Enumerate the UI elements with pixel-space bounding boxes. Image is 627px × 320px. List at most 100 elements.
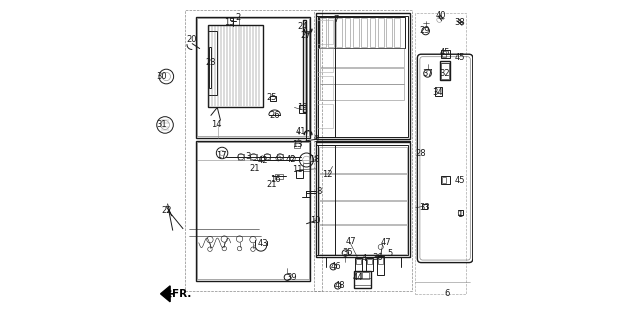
Text: 29: 29	[419, 26, 430, 35]
Text: 4: 4	[362, 254, 367, 263]
Text: 48: 48	[334, 281, 345, 290]
Text: 20: 20	[187, 35, 197, 44]
Text: 46: 46	[330, 262, 341, 271]
Text: 38: 38	[455, 18, 465, 27]
Text: 27: 27	[300, 31, 311, 40]
Bar	[377, 256, 384, 275]
Bar	[441, 63, 448, 79]
Bar	[317, 48, 334, 72]
Bar	[270, 96, 276, 101]
Text: 2: 2	[235, 13, 240, 22]
Bar	[378, 257, 383, 264]
Text: 8: 8	[317, 188, 322, 196]
Bar	[300, 105, 306, 113]
Bar	[366, 258, 374, 271]
Bar	[314, 10, 413, 291]
Polygon shape	[161, 286, 170, 302]
Bar	[319, 17, 405, 48]
Text: 9: 9	[314, 135, 319, 144]
Bar	[297, 170, 303, 178]
Bar	[345, 18, 350, 47]
Bar	[320, 68, 404, 84]
Text: 26: 26	[270, 111, 280, 120]
Text: 36: 36	[372, 253, 382, 262]
Bar	[355, 258, 362, 271]
Bar	[422, 204, 427, 209]
Text: 24: 24	[297, 22, 308, 31]
Bar	[295, 143, 300, 148]
Text: 17: 17	[216, 151, 227, 160]
Text: 30: 30	[157, 72, 167, 81]
Bar	[316, 13, 410, 139]
Text: 45: 45	[455, 176, 465, 185]
Text: 43: 43	[258, 239, 268, 248]
Text: 33: 33	[419, 203, 429, 212]
Bar	[318, 145, 408, 255]
Bar	[317, 20, 334, 44]
Bar	[196, 17, 310, 138]
Bar	[303, 163, 310, 171]
Text: 15: 15	[224, 18, 235, 27]
Bar	[317, 104, 334, 128]
Bar	[442, 177, 446, 183]
Bar	[319, 174, 407, 200]
Bar	[316, 142, 410, 257]
Text: 45: 45	[455, 53, 465, 62]
Text: 21: 21	[267, 180, 277, 189]
Text: 34: 34	[433, 88, 443, 97]
Bar	[458, 210, 463, 215]
Bar	[264, 154, 270, 160]
Bar	[208, 25, 263, 108]
Bar	[441, 176, 450, 184]
Text: 42: 42	[258, 156, 268, 165]
Bar	[316, 145, 335, 255]
Bar	[394, 18, 400, 47]
Bar	[328, 18, 334, 47]
Bar	[337, 18, 342, 47]
Bar	[353, 18, 359, 47]
Bar	[209, 47, 211, 88]
Bar	[250, 154, 257, 160]
Text: 40: 40	[436, 12, 446, 20]
Text: 6: 6	[445, 289, 450, 298]
Text: 35: 35	[342, 248, 353, 257]
Bar	[238, 154, 244, 160]
Text: 5: 5	[387, 250, 393, 259]
Text: 47: 47	[345, 237, 356, 246]
Bar	[441, 50, 450, 58]
Text: 31: 31	[156, 120, 167, 129]
Bar	[354, 278, 371, 285]
Bar	[355, 272, 361, 278]
Text: 23: 23	[205, 58, 216, 67]
Bar	[208, 31, 217, 95]
Text: 32: 32	[440, 69, 450, 78]
Bar	[275, 174, 283, 179]
Text: 11: 11	[292, 165, 303, 174]
Text: 18: 18	[309, 155, 319, 164]
Bar	[367, 260, 372, 264]
Text: 45: 45	[440, 48, 450, 57]
Bar	[198, 142, 308, 279]
Text: 13: 13	[292, 140, 302, 148]
Bar	[198, 18, 308, 136]
Bar	[320, 84, 404, 100]
Bar	[442, 51, 446, 57]
Bar	[362, 272, 369, 278]
Bar	[318, 16, 408, 137]
Bar	[303, 20, 306, 112]
Bar	[319, 201, 407, 224]
Bar	[319, 147, 407, 173]
Bar	[440, 61, 450, 80]
Bar	[369, 18, 376, 47]
Text: 21: 21	[250, 164, 260, 173]
Bar	[435, 87, 441, 96]
Text: 1: 1	[458, 210, 463, 219]
Bar	[356, 260, 361, 264]
Text: 37: 37	[422, 69, 433, 78]
Bar	[361, 18, 367, 47]
Text: 44: 44	[352, 273, 362, 282]
Text: 3: 3	[246, 152, 251, 161]
Bar	[354, 271, 371, 288]
Text: 12: 12	[322, 170, 333, 179]
Bar	[316, 16, 335, 137]
